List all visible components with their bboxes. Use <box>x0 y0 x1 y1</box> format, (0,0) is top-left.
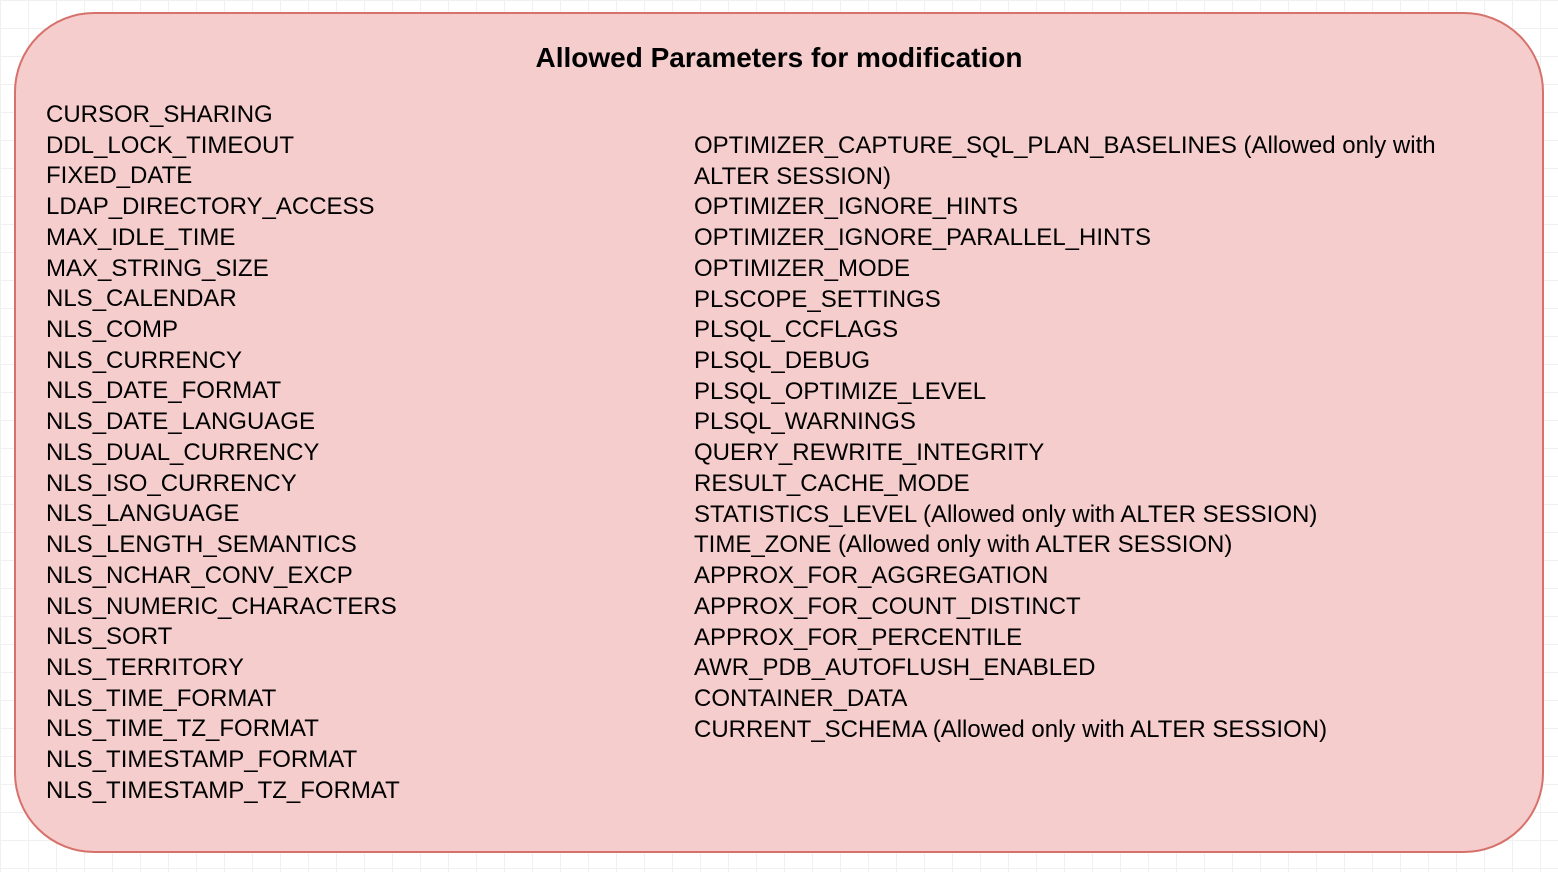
list-item: CONTAINER_DATA <box>694 684 1514 715</box>
list-item: NLS_NUMERIC_CHARACTERS <box>46 592 674 623</box>
list-item: PLSQL_CCFLAGS <box>694 315 1514 346</box>
list-item: STATISTICS_LEVEL (Allowed only with ALTE… <box>694 500 1514 531</box>
list-item: NLS_DATE_FORMAT <box>46 376 674 407</box>
parameters-panel: Allowed Parameters for modification CURS… <box>14 12 1544 853</box>
list-item: APPROX_FOR_COUNT_DISTINCT <box>694 592 1514 623</box>
list-item: NLS_TIME_FORMAT <box>46 684 674 715</box>
list-item: NLS_TIME_TZ_FORMAT <box>46 714 674 745</box>
list-item: NLS_COMP <box>46 315 674 346</box>
list-item: CURSOR_SHARING <box>46 100 674 131</box>
list-item: PLSCOPE_SETTINGS <box>694 285 1514 316</box>
list-item: NLS_SORT <box>46 622 674 653</box>
columns-container: CURSOR_SHARING DDL_LOCK_TIMEOUT FIXED_DA… <box>44 100 1514 807</box>
list-item: NLS_LENGTH_SEMANTICS <box>46 530 674 561</box>
left-column: CURSOR_SHARING DDL_LOCK_TIMEOUT FIXED_DA… <box>44 100 674 807</box>
list-item: PLSQL_DEBUG <box>694 346 1514 377</box>
list-item: MAX_IDLE_TIME <box>46 223 674 254</box>
list-item: FIXED_DATE <box>46 161 674 192</box>
list-item: DDL_LOCK_TIMEOUT <box>46 131 674 162</box>
list-item: OPTIMIZER_MODE <box>694 254 1514 285</box>
list-item: PLSQL_OPTIMIZE_LEVEL <box>694 377 1514 408</box>
list-item: NLS_TIMESTAMP_FORMAT <box>46 745 674 776</box>
list-item: NLS_TIMESTAMP_TZ_FORMAT <box>46 776 674 807</box>
list-item: QUERY_REWRITE_INTEGRITY <box>694 438 1514 469</box>
list-item: PLSQL_WARNINGS <box>694 407 1514 438</box>
list-item: MAX_STRING_SIZE <box>46 254 674 285</box>
list-item: LDAP_DIRECTORY_ACCESS <box>46 192 674 223</box>
list-item: APPROX_FOR_PERCENTILE <box>694 623 1514 654</box>
list-item: APPROX_FOR_AGGREGATION <box>694 561 1514 592</box>
list-item: OPTIMIZER_CAPTURE_SQL_PLAN_BASELINES (Al… <box>694 131 1514 192</box>
list-item: NLS_DUAL_CURRENCY <box>46 438 674 469</box>
list-item: NLS_CURRENCY <box>46 346 674 377</box>
list-item: RESULT_CACHE_MODE <box>694 469 1514 500</box>
list-item: OPTIMIZER_IGNORE_PARALLEL_HINTS <box>694 223 1514 254</box>
list-item: NLS_LANGUAGE <box>46 499 674 530</box>
list-item: TIME_ZONE (Allowed only with ALTER SESSI… <box>694 530 1514 561</box>
list-item: AWR_PDB_AUTOFLUSH_ENABLED <box>694 653 1514 684</box>
list-item: NLS_ISO_CURRENCY <box>46 469 674 500</box>
panel-title: Allowed Parameters for modification <box>44 42 1514 74</box>
list-item: NLS_TERRITORY <box>46 653 674 684</box>
list-item: NLS_CALENDAR <box>46 284 674 315</box>
list-item: NLS_NCHAR_CONV_EXCP <box>46 561 674 592</box>
list-item: NLS_DATE_LANGUAGE <box>46 407 674 438</box>
list-item: CURRENT_SCHEMA (Allowed only with ALTER … <box>694 715 1514 746</box>
right-column: OPTIMIZER_CAPTURE_SQL_PLAN_BASELINES (Al… <box>694 100 1514 807</box>
list-item: OPTIMIZER_IGNORE_HINTS <box>694 192 1514 223</box>
